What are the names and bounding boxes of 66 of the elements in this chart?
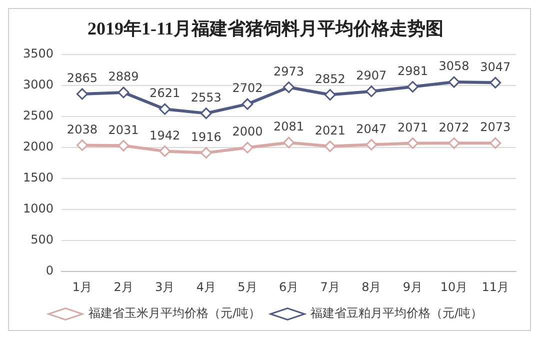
- point: [283, 82, 295, 94]
- data-label: 2031: [108, 122, 139, 137]
- data-label: 2889: [108, 70, 139, 84]
- data-label: 2021: [314, 123, 346, 138]
- point: [324, 140, 336, 152]
- point: [448, 137, 460, 149]
- data-label: 2973: [273, 64, 304, 78]
- legend-label: 福建省豆粕月平均价格（元/吨）: [310, 306, 483, 320]
- x-tick-label: 11月: [482, 280, 509, 294]
- point: [242, 98, 254, 110]
- x-tick-label: 6月: [278, 280, 299, 294]
- data-label: 2865: [66, 71, 98, 86]
- data-label: 2702: [232, 81, 263, 96]
- x-tick-label: 1月: [72, 280, 92, 294]
- point: [490, 137, 502, 149]
- x-tick-label: 4月: [196, 280, 216, 294]
- point: [159, 103, 171, 115]
- data-label: 2072: [438, 120, 470, 134]
- point: [200, 108, 212, 120]
- data-label: 2852: [314, 72, 346, 86]
- y-tick-label: 2000: [22, 140, 54, 154]
- point: [490, 76, 502, 88]
- point: [159, 145, 171, 157]
- data-label: 2073: [480, 120, 511, 134]
- point: [324, 89, 336, 101]
- data-label: 2907: [356, 68, 387, 82]
- y-tick-label: 500: [30, 232, 54, 247]
- data-label: 2553: [190, 90, 222, 104]
- x-tick-label: 5月: [238, 280, 258, 294]
- point: [76, 88, 88, 100]
- data-label: 2621: [150, 86, 180, 100]
- y-tick-label: 2500: [22, 108, 54, 123]
- point: [242, 142, 254, 154]
- y-tick-label: 3000: [22, 78, 54, 92]
- data-label: 2047: [356, 122, 387, 136]
- legend-label: 福建省玉米月平均价格（元/吨）: [88, 306, 261, 320]
- data-label: 2000: [232, 124, 263, 139]
- x-tick-label: 3月: [155, 280, 175, 294]
- point: [200, 147, 212, 159]
- point: [118, 140, 130, 152]
- data-label: 2081: [273, 120, 304, 134]
- point: [448, 76, 460, 88]
- point: [406, 81, 418, 93]
- data-label: 1942: [150, 128, 180, 142]
- data-label: 3058: [438, 59, 470, 74]
- x-tick-label: 7月: [320, 280, 340, 294]
- point: [406, 137, 418, 149]
- y-tick-label: 1000: [22, 202, 54, 216]
- point: [366, 86, 378, 98]
- data-label: 2071: [397, 120, 428, 134]
- y-tick-label: 0: [46, 264, 54, 278]
- x-tick-label: 10月: [440, 280, 468, 294]
- y-tick-label: 1500: [22, 170, 54, 185]
- data-label: 1916: [190, 130, 222, 144]
- point: [283, 136, 295, 148]
- data-label: 3047: [480, 60, 511, 74]
- point: [76, 139, 88, 151]
- data-label: 2981: [397, 64, 428, 78]
- point: [366, 138, 378, 150]
- point: [118, 86, 130, 98]
- x-tick-label: 8月: [362, 280, 382, 294]
- data-label: 2038: [66, 122, 98, 136]
- x-tick-label: 9月: [402, 280, 423, 294]
- chart-title: 2019年1-11月福建省猪饲料月平均价格走势图: [87, 18, 444, 38]
- x-tick-label: 2月: [114, 280, 134, 294]
- y-tick-label: 3500: [22, 46, 54, 61]
